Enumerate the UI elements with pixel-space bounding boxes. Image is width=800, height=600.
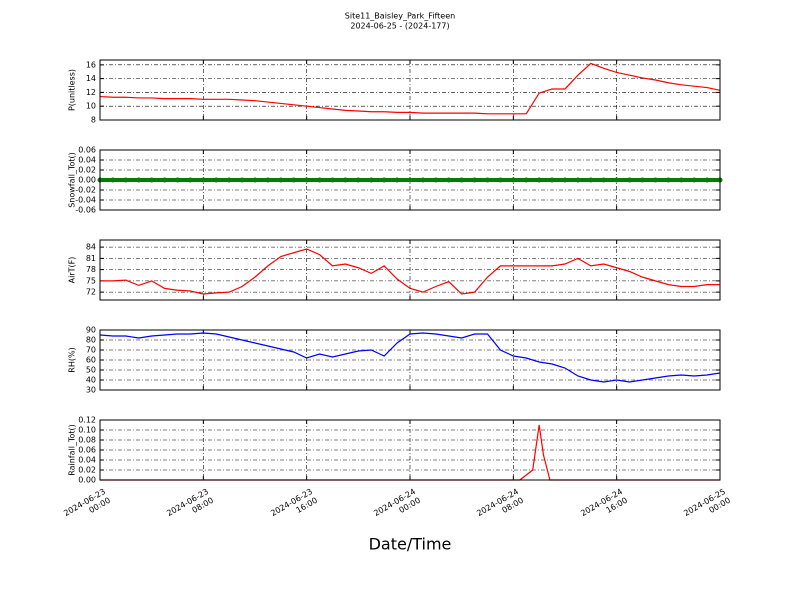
data-point (640, 177, 645, 183)
data-point (601, 177, 607, 183)
plot-frame (99, 239, 721, 301)
data-point (136, 177, 142, 183)
data-point (614, 177, 620, 183)
data-line (99, 62, 721, 115)
data-point (226, 177, 232, 183)
y-tick-label: 12 (86, 88, 96, 97)
y-tick-label: 0.06 (78, 146, 96, 155)
y-tick-label: 75 (86, 276, 96, 285)
data-point (291, 177, 297, 183)
data-point (355, 177, 361, 183)
chart-title: Site11_Baisley_Park_Fifteen (345, 12, 455, 21)
data-point (704, 177, 710, 183)
data-point (446, 177, 452, 183)
data-point (368, 177, 374, 183)
y-tick-label: 50 (86, 366, 96, 375)
y-tick-label: 72 (86, 288, 96, 297)
data-point (317, 177, 323, 183)
data-point (200, 177, 206, 183)
data-point (652, 177, 658, 183)
data-point (433, 177, 439, 183)
y-tick-label: -0.02 (75, 186, 96, 195)
y-tick-label: 0.02 (78, 166, 96, 175)
data-line (100, 248, 720, 295)
y-axis-label: Rainfall_Tot() (68, 424, 77, 476)
data-point (691, 177, 697, 183)
data-point (175, 177, 180, 183)
data-point (110, 177, 116, 183)
y-tick-label: 84 (86, 243, 96, 252)
data-point (330, 177, 335, 183)
y-axis-label: RH(%) (68, 347, 77, 372)
data-point (420, 177, 426, 183)
data-point (407, 177, 413, 183)
data-point (162, 177, 168, 183)
y-tick-label: 0.00 (78, 476, 96, 485)
data-point (562, 177, 568, 183)
y-tick-label: 0.02 (78, 466, 96, 475)
data-point (342, 177, 348, 183)
data-point (485, 177, 490, 183)
data-point (265, 177, 271, 183)
data-point (459, 177, 465, 183)
y-tick-label: 30 (86, 386, 96, 395)
y-tick-label: 81 (86, 254, 96, 263)
y-tick-label: 90 (86, 326, 96, 335)
y-axis-label: AirT(F) (68, 257, 77, 284)
data-point (588, 177, 594, 183)
y-tick-label: 60 (86, 356, 96, 365)
y-tick-label: 0.06 (78, 446, 96, 455)
data-point (213, 177, 219, 183)
data-point (304, 177, 310, 183)
y-tick-label: 0.00 (78, 176, 96, 185)
y-tick-label: 0.04 (78, 156, 96, 165)
data-point (665, 177, 671, 183)
y-tick-label: 0.08 (78, 436, 96, 445)
data-point (394, 177, 400, 183)
y-tick-label: 78 (86, 265, 96, 274)
data-point (239, 177, 245, 183)
data-point (381, 177, 387, 183)
data-point (149, 177, 155, 183)
data-point (510, 177, 516, 183)
y-tick-label: 14 (86, 74, 96, 83)
y-tick-label: -0.04 (75, 196, 96, 205)
chart-subtitle: 2024-06-25 - (2024-177) (350, 22, 449, 31)
data-point (187, 177, 193, 183)
plot-frame (99, 59, 721, 121)
y-tick-label: 8 (91, 116, 96, 125)
data-point (497, 177, 503, 183)
plot-frame (99, 419, 721, 481)
data-point (123, 177, 129, 183)
y-tick-label: -0.06 (75, 206, 96, 215)
y-tick-label: 16 (86, 60, 96, 69)
y-axis-label: P(unitless) (68, 69, 77, 111)
data-point (575, 177, 581, 183)
y-tick-label: 80 (86, 336, 96, 345)
data-line (99, 332, 721, 383)
data-point (536, 177, 542, 183)
data-point (252, 177, 258, 183)
data-point (472, 177, 478, 183)
data-point (278, 177, 284, 183)
y-axis-label: Snowfall_Tot() (68, 152, 77, 208)
data-point (627, 177, 633, 183)
plot-frame (99, 329, 721, 391)
y-tick-label: 10 (86, 102, 96, 111)
y-tick-label: 0.10 (78, 426, 96, 435)
plot-frame (99, 149, 721, 211)
y-tick-label: 40 (86, 376, 96, 385)
data-point (678, 177, 684, 183)
y-tick-label: 0.12 (78, 416, 96, 425)
y-tick-label: 70 (86, 346, 96, 355)
data-point (523, 177, 529, 183)
x-axis-label: Date/Time (369, 535, 452, 554)
y-tick-label: 0.04 (78, 456, 96, 465)
data-point (549, 177, 555, 183)
